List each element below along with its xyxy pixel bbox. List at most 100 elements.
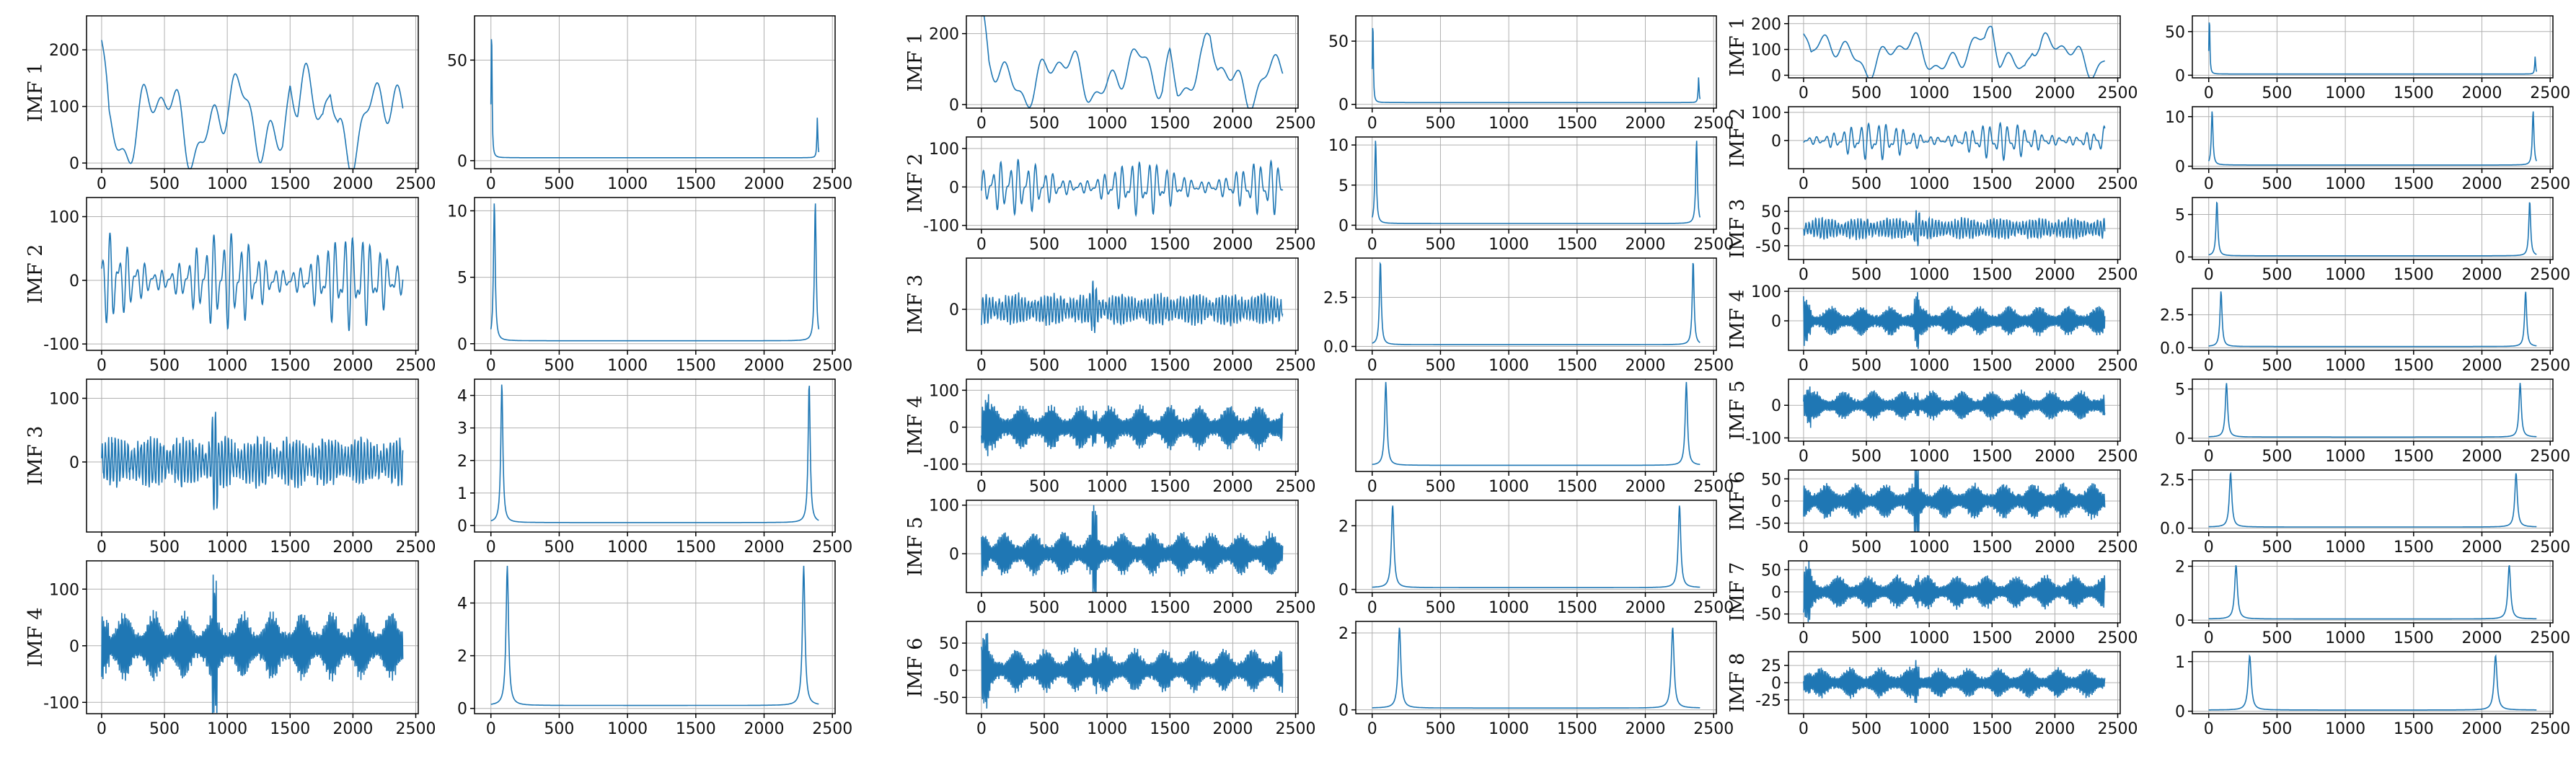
left-row1-ylabel: IMF 1 <box>25 63 47 123</box>
right-row8-spectrum-frame <box>2192 651 2554 714</box>
right-row2-signal-xtick-label: 1500 <box>1972 175 2012 193</box>
right-row6-signal-xtick-label: 500 <box>1851 539 1882 557</box>
right-row4-spectrum-series-line <box>2208 291 2537 347</box>
right-row6-spectrum-ytick-label: 0.0 <box>2160 520 2185 539</box>
left-row1-signal-frame <box>86 15 419 169</box>
middle-row4-signal-series-line <box>981 394 1284 456</box>
middle-row2-signal-ytick-label: -100 <box>923 218 959 236</box>
right-row8-spectrum-xtick-label: 1500 <box>2394 720 2434 738</box>
right-row2-signal-ytick-label: 0 <box>1771 133 1781 151</box>
middle-row5-spectrum-xtick-label: 0 <box>1367 599 1377 617</box>
left-row2-signal-ytick-label: -100 <box>43 336 79 354</box>
left-row2-spectrum-xtick-label: 2000 <box>744 357 785 375</box>
right-row5-signal-xtick-label: 1000 <box>1909 448 1949 466</box>
left-row3-spectrum-series-line <box>490 384 819 523</box>
left-row4-spectrum-xtick-label: 1500 <box>676 720 716 738</box>
right-row6-ylabel: IMF 6 <box>1726 471 1749 531</box>
right-row5-signal-xtick-label: 500 <box>1851 448 1882 466</box>
middle-row2-signal-xtick-label: 0 <box>976 236 987 254</box>
right-row7-spectrum-frame <box>2192 560 2554 624</box>
middle-row5-spectrum-series-line <box>1372 505 1701 588</box>
right-row2-spectrum-ytick-label: 0 <box>2175 159 2185 177</box>
middle-row5-signal-xtick-label: 1500 <box>1150 599 1190 617</box>
right-row5-spectrum-frame <box>2192 378 2554 442</box>
middle-row2-signal-ytick-label: 100 <box>929 141 959 159</box>
middle-row2-spectrum-ytick-label: 0 <box>1338 217 1349 235</box>
left-row4-spectrum-ytick-label: 2 <box>457 648 467 666</box>
right-row4-signal-xtick-label: 1000 <box>1909 357 1949 375</box>
middle-row6-spectrum-ytick-label: 0 <box>1338 702 1349 720</box>
middle-row5-signal-xtick-label: 2500 <box>1276 599 1316 617</box>
middle-row5-spectrum-ytick-label: 0 <box>1338 582 1349 600</box>
right-row4-spectrum-xtick-label: 500 <box>2262 357 2292 375</box>
right-row2-spectrum-xtick-label: 2500 <box>2530 175 2570 193</box>
right-row4-spectrum-xtick-label: 0 <box>2204 357 2214 375</box>
middle-row4-spectrum-xtick-label: 0 <box>1367 478 1377 496</box>
middle-row6-signal-xtick-label: 0 <box>976 720 987 738</box>
middle-row4-spectrum-xtick-label: 500 <box>1425 478 1455 496</box>
right-row3-signal-xtick-label: 1500 <box>1972 266 2012 284</box>
left-row4-ylabel: IMF 4 <box>25 608 47 668</box>
middle-row4-spectrum-xtick-label: 1500 <box>1557 478 1597 496</box>
left-row1-signal-xtick-label: 0 <box>97 175 107 193</box>
left-row2-signal-xtick-label: 1000 <box>207 357 247 375</box>
right-row7-signal-xtick-label: 2500 <box>2098 629 2138 647</box>
right-row4-spectrum-ytick-label: 2.5 <box>2160 307 2185 325</box>
right-row6-spectrum-xtick-label: 2000 <box>2462 539 2502 557</box>
middle-row3-spectrum-xtick-label: 2000 <box>1626 357 1666 375</box>
left-row3-spectrum-xtick-label: 0 <box>486 539 496 557</box>
middle-row2-spectrum-ytick-label: 5 <box>1338 177 1349 195</box>
left-row3-signal-xtick-label: 0 <box>97 539 107 557</box>
middle-row3-spectrum-xtick-label: 0 <box>1367 357 1377 375</box>
right-row1-signal-xtick-label: 500 <box>1851 84 1882 102</box>
left-row4-signal-xtick-label: 2000 <box>332 720 373 738</box>
middle-row2-ylabel: IMF 2 <box>904 154 927 213</box>
left-row1-spectrum-series-line <box>490 39 820 159</box>
left-row2-signal-series-line <box>101 232 404 332</box>
right-row3-spectrum-ytick-label: 0 <box>2175 249 2185 267</box>
middle-row3-spectrum-xtick-label: 2500 <box>1693 357 1734 375</box>
left-row2-signal-xtick-label: 0 <box>97 357 107 375</box>
right-row6-signal-xtick-label: 0 <box>1799 539 1809 557</box>
right-row7-spectrum-xtick-label: 1000 <box>2325 629 2365 647</box>
middle-row4-signal-xtick-label: 1500 <box>1150 478 1190 496</box>
right-row3-ylabel: IMF 3 <box>1726 199 1749 259</box>
middle-row1-spectrum-xtick-label: 0 <box>1367 115 1377 133</box>
right-row7-spectrum-ytick-label: 0 <box>2175 612 2185 630</box>
middle-row6-spectrum-ytick-label: 2 <box>1338 625 1349 643</box>
left-row1-signal-xtick-label: 500 <box>149 175 180 193</box>
right-row6-spectrum-xtick-label: 0 <box>2204 539 2214 557</box>
right-row5-signal-ytick-label: 0 <box>1771 397 1781 415</box>
middle-row1-spectrum-xtick-label: 2000 <box>1626 115 1666 133</box>
right-row4-spectrum-xtick-label: 1500 <box>2394 357 2434 375</box>
right-row8-signal-xtick-label: 500 <box>1851 720 1882 738</box>
right-row4-signal-ytick-label: 0 <box>1771 313 1781 331</box>
right-row8-ylabel: IMF 8 <box>1726 653 1749 713</box>
left-row3-signal-xtick-label: 2000 <box>332 539 373 557</box>
right-row1-spectrum-xtick-label: 1000 <box>2325 84 2365 102</box>
left-row1-spectrum-ytick-label: 50 <box>447 52 467 70</box>
middle-row2-spectrum-xtick-label: 1000 <box>1488 236 1529 254</box>
middle-row2-spectrum-xtick-label: 1500 <box>1557 236 1597 254</box>
left-row1-spectrum-xtick-label: 2500 <box>812 175 852 193</box>
right-row1-ylabel: IMF 1 <box>1726 17 1749 77</box>
middle-row2-signal-xtick-label: 2500 <box>1276 236 1316 254</box>
left-row3-signal-xtick-label: 500 <box>149 539 180 557</box>
middle-row2-signal-xtick-label: 1500 <box>1150 236 1190 254</box>
left-row3-signal-frame <box>86 378 419 533</box>
left-row2-spectrum-xtick-label: 2500 <box>812 357 852 375</box>
left-row3-spectrum-ytick-label: 0 <box>457 518 467 536</box>
right-row2-signal-xtick-label: 1000 <box>1909 175 1949 193</box>
right-row7-signal-ytick-label: -50 <box>1755 606 1781 624</box>
left-row1-spectrum-ytick-label: 0 <box>457 153 467 171</box>
right-row3-signal-xtick-label: 2000 <box>2034 266 2075 284</box>
right-row7-signal-xtick-label: 1000 <box>1909 629 1949 647</box>
left-row2-spectrum-xtick-label: 500 <box>544 357 574 375</box>
middle-row4-spectrum-xtick-label: 2000 <box>1626 478 1666 496</box>
middle-row5-signal-xtick-label: 500 <box>1029 599 1059 617</box>
middle-row6-spectrum-series-line <box>1372 627 1701 709</box>
left-row1-signal-ytick-label: 0 <box>69 155 79 173</box>
right-row6-spectrum-ytick-label: 2.5 <box>2160 471 2185 489</box>
right-row5-spectrum-xtick-label: 1500 <box>2394 448 2434 466</box>
right-row3-signal-xtick-label: 500 <box>1851 266 1882 284</box>
